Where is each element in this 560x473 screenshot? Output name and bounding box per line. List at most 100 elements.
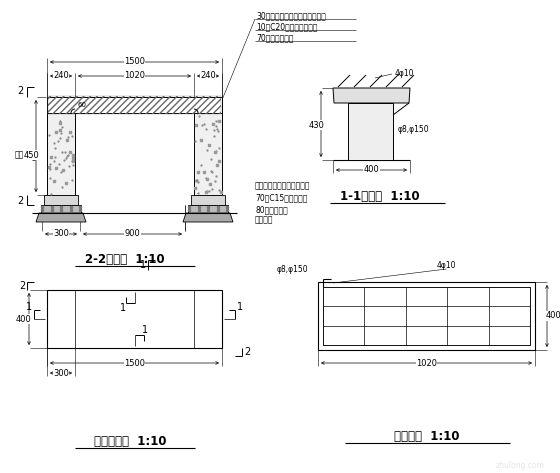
Point (211, 149, 220, 156)
Point (67, 132, 76, 140)
Text: 1: 1 (142, 325, 148, 335)
Text: 70厘C15混凝土垫层: 70厘C15混凝土垫层 (255, 193, 307, 202)
Point (50, 177, 59, 184)
Point (215, 187, 224, 194)
Text: 1-1剪面图  1:10: 1-1剪面图 1:10 (340, 190, 420, 203)
Point (208, 185, 217, 193)
Point (206, 181, 215, 188)
Point (194, 190, 203, 197)
Polygon shape (318, 282, 535, 350)
Point (47, 153, 56, 161)
Point (212, 161, 221, 169)
Polygon shape (41, 205, 81, 213)
Text: φ8,φ150: φ8,φ150 (398, 125, 430, 134)
Point (203, 146, 212, 154)
Text: 430: 430 (309, 121, 325, 130)
Text: φ8,φ150: φ8,φ150 (277, 265, 308, 274)
Text: 1: 1 (140, 260, 146, 270)
Text: zhulong.com: zhulong.com (496, 461, 544, 470)
Point (209, 133, 218, 140)
Text: 柱数: 柱数 (15, 150, 24, 159)
Text: 2: 2 (18, 196, 24, 206)
Point (52, 128, 60, 136)
Text: 坐凳平面图  1:10: 坐凳平面图 1:10 (94, 435, 166, 448)
Text: 2: 2 (18, 281, 25, 291)
Point (203, 187, 212, 195)
Text: 1500: 1500 (124, 58, 145, 67)
Point (45, 174, 54, 182)
Point (55, 118, 64, 125)
Point (47, 190, 56, 198)
Point (55, 134, 64, 142)
Point (56, 126, 65, 134)
Text: 30厘印花红花岗岩置板（光面）: 30厘印花红花岗岩置板（光面） (256, 11, 326, 20)
Point (200, 120, 209, 128)
Polygon shape (191, 195, 225, 205)
Point (191, 137, 200, 145)
Point (50, 144, 59, 152)
Point (202, 188, 211, 196)
Polygon shape (47, 97, 222, 113)
Text: 80厘碎石垫层: 80厘碎石垫层 (255, 205, 288, 214)
Point (55, 119, 64, 127)
Point (197, 161, 206, 169)
Point (194, 178, 203, 186)
Point (209, 121, 218, 128)
Polygon shape (183, 213, 233, 222)
Point (199, 168, 208, 175)
Text: 4φ10: 4φ10 (395, 70, 414, 79)
Text: 1: 1 (26, 302, 32, 312)
Point (68, 154, 77, 162)
Point (64, 162, 73, 169)
Point (192, 177, 201, 184)
Point (51, 154, 60, 161)
Point (64, 151, 73, 158)
Text: 400: 400 (363, 166, 379, 175)
Text: 2: 2 (244, 347, 250, 357)
Point (215, 144, 224, 152)
Point (213, 128, 222, 135)
Point (202, 175, 211, 182)
Point (194, 112, 203, 120)
Text: 1: 1 (237, 302, 243, 312)
Text: 400: 400 (545, 312, 560, 321)
Text: 70厘钉筋砜凳板: 70厘钉筋砜凳板 (256, 34, 293, 43)
Text: 60: 60 (77, 102, 86, 108)
Point (69, 157, 78, 165)
Point (58, 149, 67, 156)
Text: 2-2剪面图  1:10: 2-2剪面图 1:10 (85, 253, 165, 266)
Point (191, 184, 200, 192)
Point (68, 156, 77, 164)
Polygon shape (47, 113, 75, 195)
Point (45, 163, 54, 170)
Text: 300: 300 (53, 368, 69, 377)
Point (204, 187, 213, 195)
Text: 400: 400 (16, 315, 32, 324)
Point (49, 157, 58, 165)
Polygon shape (333, 88, 410, 103)
Point (61, 154, 70, 162)
Point (68, 176, 77, 184)
Point (212, 126, 221, 133)
Point (191, 121, 200, 129)
Point (61, 179, 70, 187)
Text: 300: 300 (53, 229, 69, 238)
Point (209, 126, 218, 134)
Point (57, 183, 66, 191)
Point (216, 188, 225, 195)
Point (67, 157, 76, 165)
Point (211, 148, 220, 155)
Point (208, 168, 217, 176)
Polygon shape (36, 213, 86, 222)
Point (59, 157, 68, 164)
Point (202, 126, 211, 133)
Point (63, 133, 72, 141)
Point (192, 176, 200, 184)
Polygon shape (348, 103, 393, 160)
Point (62, 152, 71, 159)
Point (197, 136, 206, 144)
Polygon shape (44, 195, 78, 205)
Point (212, 117, 221, 125)
Polygon shape (194, 113, 222, 195)
Point (211, 172, 220, 180)
